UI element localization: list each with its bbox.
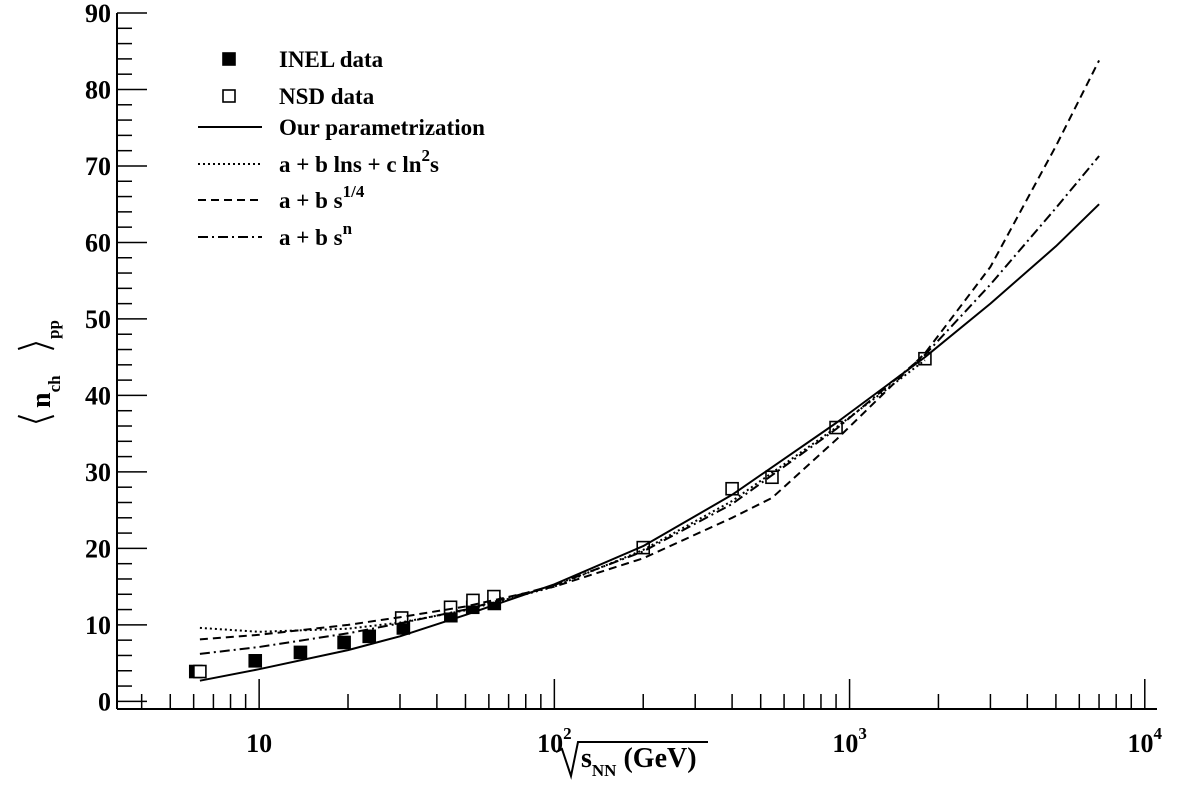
y-tick-label: 0 [98,687,111,716]
sqrt-sign [555,741,708,780]
x-axis-title-subscript: NN [592,761,617,780]
plot-area [188,59,1100,682]
series-line-dotted [199,359,926,633]
y-title-right-bracket [17,341,55,350]
inel-data-point [362,629,377,644]
legend-label-text: a + b s [279,188,343,213]
x-tick-base: 10 [1128,729,1154,758]
y-tick-label: 80 [85,75,111,104]
axis-titles: sNN (GeV) nch pp [17,320,708,780]
nsd-data-point [193,664,207,679]
legend-label: INEL data [279,47,384,72]
legend-label-superscript: n [343,219,353,238]
legend-label: a + b sn [279,219,353,250]
inel-data-point [293,645,308,660]
x-axis-title-main: s [581,743,592,774]
legend-label-text: Our parametrization [279,115,485,140]
legend-label-text: INEL data [279,47,384,72]
legend-label: a + b lns + c ln2s [279,146,439,177]
series-line-solid [199,203,1100,682]
x-tick-label: 104 [1128,724,1163,758]
y-axis-title-text: nch [26,375,64,408]
x-tick-exponent: 2 [563,724,572,743]
y-title-left-bracket [17,415,55,424]
x-tick-base: 10 [832,729,858,758]
y-axis-title-main: n [26,392,57,408]
x-tick-exponent: 3 [858,724,867,743]
x-tick-base: 10 [246,729,272,758]
y-tick-label: 90 [85,0,111,28]
series-line-dashed [199,59,1100,641]
legend-marker [222,52,236,66]
y-axis-title: nch pp [17,320,64,424]
x-tick-label: 102 [537,724,572,758]
y-tick-label: 30 [85,458,111,487]
x-tick-exponent: 4 [1154,724,1163,743]
legend-marker [222,89,236,103]
y-tick-label: 50 [85,305,111,334]
inel-data-point [248,654,263,668]
legend-label-text: a + b lns + c ln [279,152,422,177]
x-tick-base: 10 [537,729,563,758]
legend-label-superscript: 2 [422,146,431,165]
legend-label-text: NSD data [279,84,375,109]
legend-label-text: a + b s [279,225,343,250]
x-tick-label: 10 [246,729,272,758]
y-tick-label: 60 [85,228,111,257]
legend-label-suffix: s [430,152,439,177]
legend-label-superscript: 1/4 [343,182,365,201]
y-tick-label: 10 [85,611,111,640]
legend-label: NSD data [279,84,375,109]
series-line-dashdot [199,155,1100,655]
legend-label: a + b s1/4 [279,182,365,213]
y-tick-label: 20 [85,534,111,563]
y-axis-title-subscript-2: pp [44,320,63,339]
legend: INEL data NSD data Our parametrization a + … [198,47,485,250]
x-axis-title-unit: (GeV) [616,743,696,774]
inel-data-point [337,635,351,650]
y-tick-label: 70 [85,152,111,181]
legend-label: Our parametrization [279,115,485,140]
y-tick-label: 40 [85,381,111,410]
x-axis-title: sNN (GeV) [581,743,697,780]
y-axis-title-text-2: pp [44,320,63,339]
x-tick-label: 103 [832,724,867,758]
y-axis-title-subscript: ch [45,375,64,393]
